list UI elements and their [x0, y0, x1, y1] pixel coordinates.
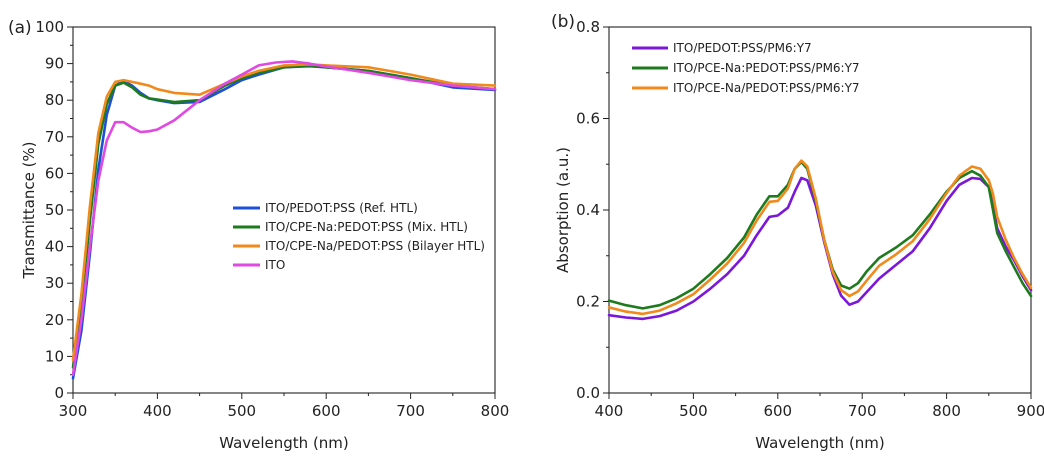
- panel-b-x-axis-title: Wavelength (nm): [755, 434, 885, 452]
- panel-a-y-tick-label: 50: [45, 201, 64, 219]
- panel-a-x-tick-label: 700: [396, 402, 425, 420]
- panel-a-legend-label: ITO/CPE-Na:PEDOT:PSS (Mix. HTL): [265, 220, 468, 234]
- panel-a-series-3-line: [71, 63, 497, 362]
- panel-a-y-tick-label: 100: [35, 18, 64, 36]
- panel-a-x-tick-label: 300: [59, 402, 88, 420]
- panel-a-y-tick-label: 10: [45, 347, 64, 365]
- panel-a-x-tick-label: 400: [143, 402, 172, 420]
- panel-b-series-1-line: [607, 176, 1033, 321]
- panel-a-y-tick-label: 80: [45, 91, 64, 109]
- panel-b-absorption-chart: (b) 400 500 600 700 800 900 0.0 0.2 0.4 0.6 0.8 Wa…: [551, 12, 1044, 452]
- panel-a-series-4-line: [71, 60, 497, 377]
- panel-a-x-tick-label: 500: [227, 402, 256, 420]
- panel-a-x-tick-label: 800: [481, 402, 510, 420]
- panel-b-legend-label: ITO/PEDOT:PSS/PM6:Y7: [673, 41, 812, 55]
- panel-b-legend-label: ITO/PCE-Na/PEDOT:PSS/PM6:Y7: [673, 81, 860, 95]
- panel-a-legend-label: ITO/CPE-Na/PEDOT:PSS (Bilayer HTL): [265, 239, 485, 253]
- panel-a-y-tick-label: 90: [45, 55, 64, 73]
- panel-a-legend-label: ITO: [265, 258, 285, 272]
- panel-a-y-tick-label: 60: [45, 164, 64, 182]
- panel-a-y-tick-label: 0: [54, 384, 64, 402]
- panel-b-y-axis-title: Absorption (a.u.): [554, 147, 572, 273]
- panel-b-legend: ITO/PEDOT:PSS/PM6:Y7 ITO/PCE-Na:PEDOT:PSS…: [632, 41, 860, 95]
- panel-b-x-tick-label: 600: [763, 402, 792, 420]
- panel-a-y-tick-label: 30: [45, 274, 64, 292]
- panel-a-series-2-line: [71, 64, 497, 369]
- panel-a-x-tick-label: 600: [312, 402, 341, 420]
- panel-b-y-tick-label: 0.0: [576, 384, 600, 402]
- panel-b-x-tick-label: 400: [595, 402, 624, 420]
- panel-a-x-axis-title: Wavelength (nm): [219, 434, 349, 452]
- panel-a-y-axis-title: Transmittance (%): [20, 141, 38, 279]
- panel-b-series-2-line: [607, 160, 1033, 310]
- panel-a-legend: ITO/PEDOT:PSS (Ref. HTL) ITO/CPE-Na:PEDOT…: [233, 201, 485, 272]
- panel-b-x-tick-label: 900: [1017, 402, 1044, 420]
- panel-b-y-tick-label: 0.4: [576, 201, 600, 219]
- panel-b-x-tick-label: 800: [932, 402, 961, 420]
- panel-b-y-tick-label: 0.8: [576, 18, 600, 36]
- panel-b-series-3-line: [607, 159, 1033, 316]
- panel-a-y-tick-label: 70: [45, 128, 64, 146]
- panel-b-x-tick-label: 700: [848, 402, 877, 420]
- panel-a-legend-label: ITO/PEDOT:PSS (Ref. HTL): [265, 201, 418, 215]
- panel-a-transmittance-chart: (a) 300 400 500 600 700 800 0 10 20 30 40 50 60 70 80 9…: [8, 18, 509, 452]
- panel-b-label: (b): [551, 12, 575, 32]
- panel-b-y-tick-label: 0.2: [576, 293, 600, 311]
- panel-b-x-tick-label: 500: [679, 402, 708, 420]
- panel-b-y-tick-label: 0.6: [576, 110, 600, 128]
- panel-b-legend-label: ITO/PCE-Na:PEDOT:PSS/PM6:Y7: [673, 61, 860, 75]
- panel-a-y-tick-label: 20: [45, 311, 64, 329]
- panel-a-label: (a): [8, 18, 32, 38]
- panel-a-y-tick-label: 40: [45, 238, 64, 256]
